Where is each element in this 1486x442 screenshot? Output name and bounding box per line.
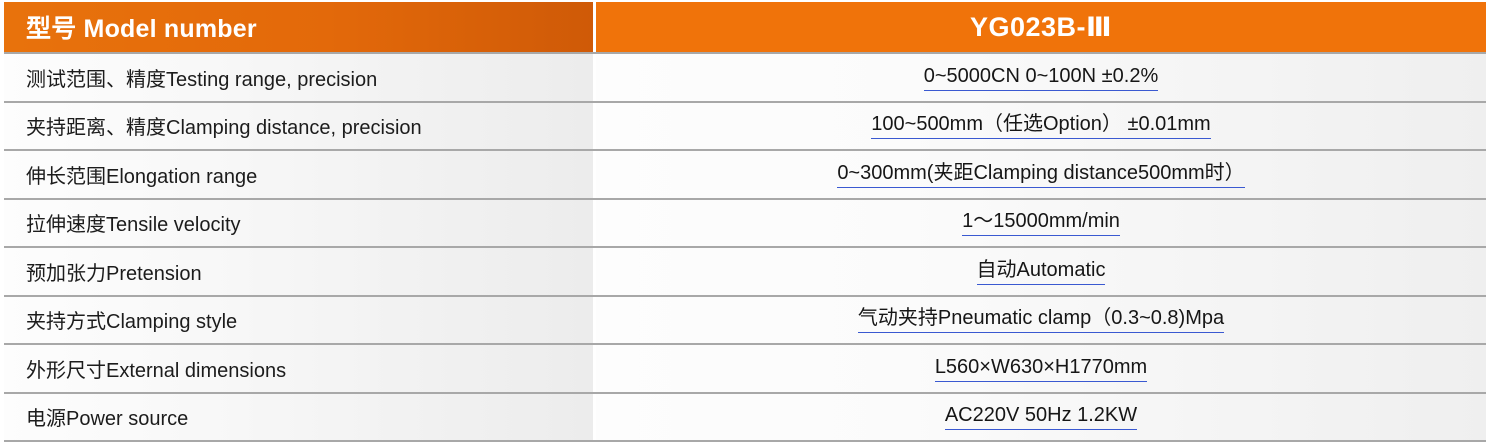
column-divider [593,199,596,246]
header-model-text: YG023B-Ⅲ [969,11,1113,42]
row-value-cell: 100~500mm（任选Option） ±0.01mm [596,102,1486,149]
row-value-text: 自动Automatic [976,258,1106,285]
row-value-text: 1～15000mm/min [962,209,1120,237]
row-label-text: 外形尺寸External dimensions [26,359,287,382]
row-value-text: 气动夹持Pneumatic clamp（0.3~0.8)Mpa [857,306,1225,334]
table-row: 拉伸速度Tensile velocity 1～15000mm/min [4,197,1486,246]
table-row: 预加张力Pretension 自动Automatic [4,246,1486,295]
row-label-cell: 拉伸速度Tensile velocity [4,199,593,246]
column-divider [593,102,596,149]
row-label-text: 电源Power source [26,408,189,431]
header-cell-model-value: YG023B-Ⅲ [596,2,1486,52]
header-column-divider [593,2,596,52]
table-row: 外形尺寸External dimensions L560×W630×H1770m… [4,343,1486,392]
row-label-cell: 测试范围、精度Testing range, precision [4,54,593,101]
row-value-cell: 1～15000mm/min [596,199,1486,246]
table-row: 夹持方式Clamping style 气动夹持Pneumatic clamp（0… [4,294,1486,343]
row-label-text: 伸长范围Elongation range [26,165,258,188]
table-row: 测试范围、精度Testing range, precision 0~5000CN… [4,52,1486,101]
row-label-text: 测试范围、精度Testing range, precision [26,68,378,91]
column-divider [593,151,596,198]
table-row: 夹持距离、精度Clamping distance, precision 100~… [4,100,1486,149]
row-value-cell: 自动Automatic [596,248,1486,295]
table-row: 伸长范围Elongation range 0~300mm(夹距Clamping … [4,149,1486,198]
column-divider [593,248,596,295]
row-value-cell: 0~300mm(夹距Clamping distance500mm时） [596,151,1486,198]
row-value-text: L560×W630×H1770mm [934,355,1148,382]
row-value-text: 0~5000CN 0~100N ±0.2% [923,64,1159,91]
row-label-cell: 伸长范围Elongation range [4,151,593,198]
row-label-cell: 夹持方式Clamping style [4,296,593,343]
row-label-text: 夹持方式Clamping style [26,311,238,334]
column-divider [593,393,596,440]
row-value-text: AC220V 50Hz 1.2KW [944,403,1138,431]
row-label-cell: 电源Power source [4,393,593,440]
column-divider [593,345,596,392]
row-value-cell: L560×W630×H1770mm [596,345,1486,392]
row-value-cell: 0~5000CN 0~100N ±0.2% [596,54,1486,101]
row-label-text: 拉伸速度Tensile velocity [26,214,241,237]
row-value-text: 100~500mm（任选Option） ±0.01mm [871,112,1211,140]
row-label-cell: 外形尺寸External dimensions [4,345,593,392]
row-label-cell: 夹持距离、精度Clamping distance, precision [4,102,593,149]
row-value-text: 0~300mm(夹距Clamping distance500mm时） [837,161,1245,188]
table-body: 测试范围、精度Testing range, precision 0~5000CN… [0,52,1486,442]
column-divider [593,54,596,101]
row-value-cell: 气动夹持Pneumatic clamp（0.3~0.8)Mpa [596,296,1486,343]
header-label-text: 型号 Model number [26,15,257,43]
row-label-text: 预加张力Pretension [26,262,202,285]
row-label-cell: 预加张力Pretension [4,248,593,295]
column-divider [593,296,596,343]
table-row: 电源Power source AC220V 50Hz 1.2KW [4,391,1486,442]
table-header-row: 型号 Model number YG023B-Ⅲ [0,0,1486,52]
header-cell-model-number: 型号 Model number [4,2,593,52]
row-value-cell: AC220V 50Hz 1.2KW [596,393,1486,440]
row-label-text: 夹持距离、精度Clamping distance, precision [26,117,422,140]
